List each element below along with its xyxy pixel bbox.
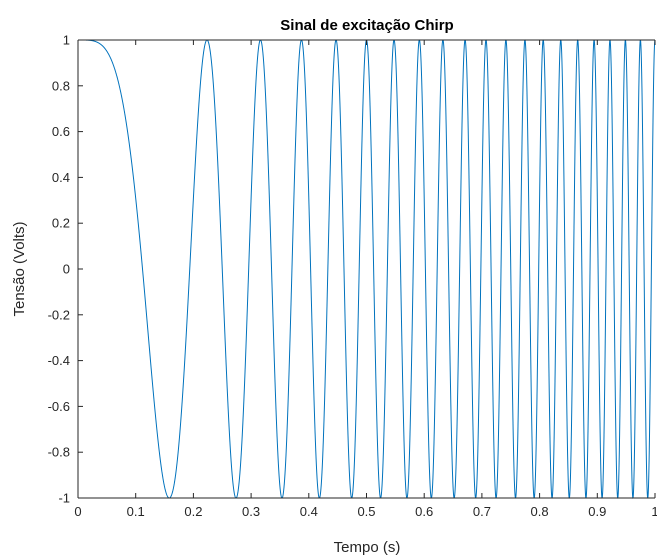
axes: 0 0.1 0.2 0.3 0.4 0.5 0.6 0.7 0.8 0.9 1 1 0.8 0.6 0.4 0… <box>48 33 657 520</box>
y-tick-label: -0.6 <box>48 399 70 414</box>
x-axis-label: Tempo (s) <box>334 539 401 555</box>
y-tick-label: 0.2 <box>52 216 70 231</box>
y-tick-label: 0.8 <box>52 78 70 93</box>
x-tick-label: 0.3 <box>242 504 260 519</box>
series-line-0 <box>78 39 655 499</box>
x-tick-label: 0.7 <box>473 504 491 519</box>
y-tick-label: -0.4 <box>48 353 70 368</box>
chart-title: Sinal de excitação Chirp <box>280 17 453 34</box>
x-tick-label: 0.9 <box>588 504 606 519</box>
y-tick-label: 0.6 <box>52 124 70 139</box>
y-tick-label: -0.8 <box>48 445 70 460</box>
x-tick-label: 0 <box>74 504 81 519</box>
y-tick-label: -1 <box>58 491 70 506</box>
plot-area <box>78 39 655 499</box>
x-tick-label: 0.4 <box>300 504 318 519</box>
x-tick-label: 0.6 <box>415 504 433 519</box>
y-tick-label: -0.2 <box>48 307 70 322</box>
x-tick-label: 0.1 <box>127 504 145 519</box>
y-tick-label: 1 <box>63 33 70 48</box>
x-tick-label: 1 <box>651 504 657 519</box>
y-axis-label: Tensão (Volts) <box>11 221 28 316</box>
x-tick-label: 0.8 <box>531 504 549 519</box>
y-tick-label: 0 <box>63 262 70 277</box>
x-tick-label: 0.5 <box>357 504 375 519</box>
x-tick-label: 0.2 <box>184 504 202 519</box>
y-tick-label: 0.4 <box>52 170 70 185</box>
